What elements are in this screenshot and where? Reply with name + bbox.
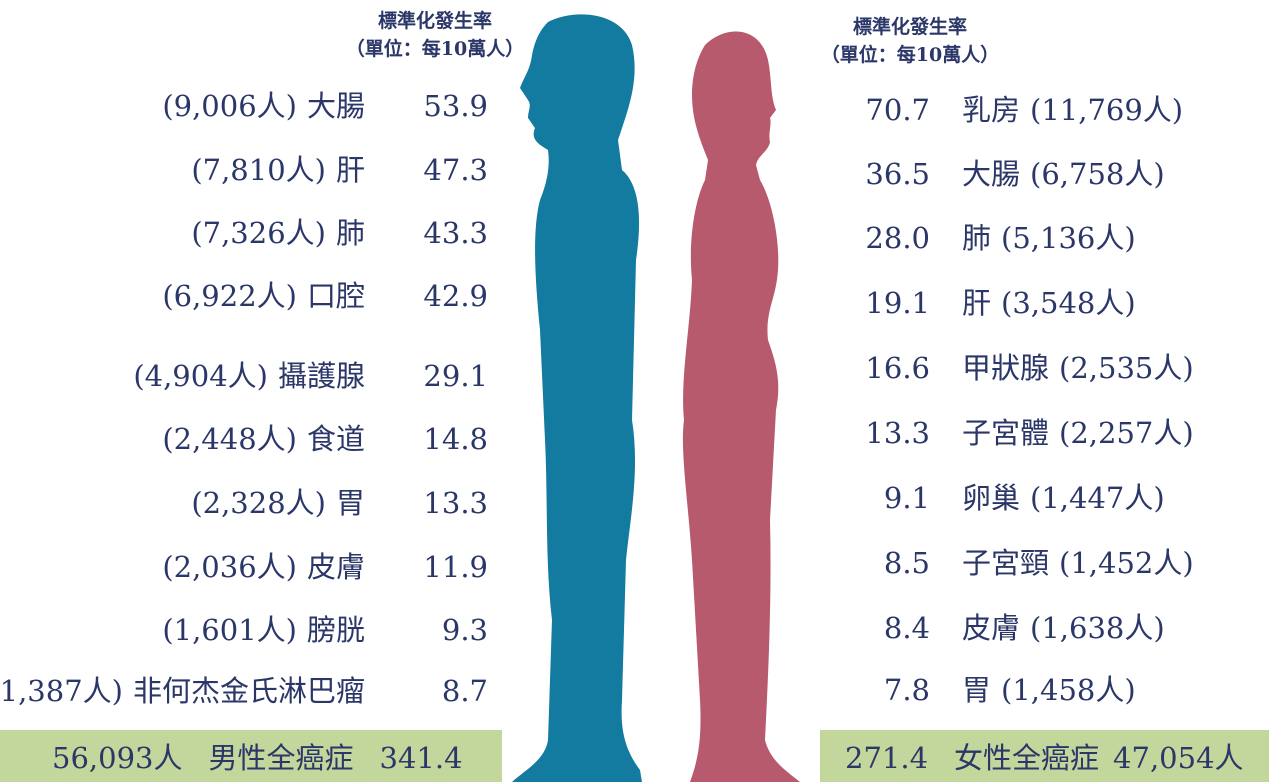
male-row-label: (9,006人) 大腸 <box>162 89 365 123</box>
total-label: 女性全癌症 <box>954 741 1099 775</box>
count: (7,810人) <box>191 153 326 187</box>
male-total: 56,093人男性全癌症 341.4 <box>52 741 463 775</box>
female-row-label: 大腸 (6,758人) <box>962 157 1165 191</box>
rate: 43.3 <box>423 216 488 250</box>
count: (2,535人) <box>1059 351 1194 385</box>
site: 肝 <box>336 153 365 187</box>
female-row-label: 肝 (3,548人) <box>962 286 1136 320</box>
count: (2,257人) <box>1059 416 1194 450</box>
male-row-label: (2,328人) 胃 <box>191 486 365 520</box>
rate: 8.7 <box>442 674 488 708</box>
count: (2,036人) <box>162 550 297 584</box>
male-row-label: (7,810人) 肝 <box>191 153 365 187</box>
rate: 8.5 <box>884 546 930 580</box>
rate: 13.3 <box>423 486 488 520</box>
count: (1,387人) <box>0 674 123 708</box>
count: (7,326人) <box>191 216 326 250</box>
site: 大腸 <box>962 157 1020 191</box>
female-silhouette <box>683 31 800 782</box>
total-rate: 271.4 <box>845 741 928 775</box>
count: (6,758人) <box>1030 157 1165 191</box>
total-rate: 341.4 <box>380 741 463 775</box>
header-unit: （單位：每10萬人） <box>346 37 524 60</box>
header-title: 標準化發生率 <box>378 9 492 32</box>
rate: 16.6 <box>865 351 930 385</box>
site: 口腔 <box>307 279 365 313</box>
site: 胃 <box>962 673 991 707</box>
female-row-label: 卵巢 (1,447人) <box>962 481 1165 515</box>
count: (1,638人) <box>1030 611 1165 645</box>
male-silhouette <box>512 14 642 782</box>
female-row-label: 肺 (5,136人) <box>962 221 1136 255</box>
rate: 28.0 <box>865 221 930 255</box>
female-row-label: 皮膚 (1,638人) <box>962 611 1165 645</box>
rate: 7.8 <box>884 673 930 707</box>
site: 甲狀腺 <box>962 351 1049 385</box>
female-row-label: 子宮頸 (1,452人) <box>962 546 1194 580</box>
site: 肺 <box>962 221 991 255</box>
male-row-label: (2,036人) 皮膚 <box>162 550 365 584</box>
count: (3,548人) <box>1001 286 1136 320</box>
header-unit: （單位：每10萬人） <box>821 43 999 66</box>
site: 大腸 <box>307 89 365 123</box>
count: (4,904人) <box>133 359 268 393</box>
count: (1,452人) <box>1059 546 1194 580</box>
rate: 53.9 <box>423 89 488 123</box>
site: 子宮體 <box>962 416 1049 450</box>
rate: 36.5 <box>865 157 930 191</box>
rate: 70.7 <box>865 93 930 127</box>
female-total: 271.4 女性全癌症 47,054人 <box>845 741 1244 775</box>
site: 肝 <box>962 286 991 320</box>
male-row-label: (6,922人) 口腔 <box>162 279 365 313</box>
male-row-label: (2,448人) 食道 <box>162 422 365 456</box>
rate: 47.3 <box>423 153 488 187</box>
site: 食道 <box>307 422 365 456</box>
rate: 9.1 <box>884 481 930 515</box>
total-count: 47,054人 <box>1113 741 1243 775</box>
rate: 11.9 <box>423 550 488 584</box>
site: 膀胱 <box>307 613 365 647</box>
rate: 42.9 <box>423 279 488 313</box>
site: 攝護腺 <box>278 359 365 393</box>
count: (9,006人) <box>162 89 297 123</box>
rate: 13.3 <box>865 416 930 450</box>
count: (1,458人) <box>1001 673 1136 707</box>
count: (6,922人) <box>162 279 297 313</box>
rate: 14.8 <box>423 422 488 456</box>
count: (1,447人) <box>1030 481 1165 515</box>
site: 非何杰金氏淋巴瘤 <box>133 674 365 708</box>
rate: 19.1 <box>865 286 930 320</box>
infographic: 標準化發生率 （單位：每10萬人） 標準化發生率 （單位：每10萬人） (9,0… <box>0 0 1269 782</box>
site: 乳房 <box>962 93 1020 127</box>
site: 皮膚 <box>962 611 1020 645</box>
count: (11,769人) <box>1030 93 1183 127</box>
total-count: 56,093人 <box>52 741 182 775</box>
male-row-label: (4,904人) 攝護腺 <box>133 359 365 393</box>
male-row-label: (1,601人) 膀胱 <box>162 613 365 647</box>
rate: 8.4 <box>884 611 930 645</box>
site: 肺 <box>336 216 365 250</box>
site: 卵巢 <box>962 481 1020 515</box>
rate: 29.1 <box>423 359 488 393</box>
female-row-label: 甲狀腺 (2,535人) <box>962 351 1194 385</box>
female-row-label: 乳房 (11,769人) <box>962 93 1183 127</box>
male-row-label: (7,326人) 肺 <box>191 216 365 250</box>
total-label: 男性全癌症 <box>208 741 353 775</box>
count: (5,136人) <box>1001 221 1136 255</box>
female-row-label: 胃 (1,458人) <box>962 673 1136 707</box>
male-row-label: (1,387人) 非何杰金氏淋巴瘤 <box>0 674 365 708</box>
rate: 9.3 <box>442 613 488 647</box>
count: (1,601人) <box>162 613 297 647</box>
header-title: 標準化發生率 <box>853 15 967 38</box>
count: (2,328人) <box>191 486 326 520</box>
count: (2,448人) <box>162 422 297 456</box>
female-row-label: 子宮體 (2,257人) <box>962 416 1194 450</box>
site: 皮膚 <box>307 550 365 584</box>
site: 胃 <box>336 486 365 520</box>
site: 子宮頸 <box>962 546 1049 580</box>
